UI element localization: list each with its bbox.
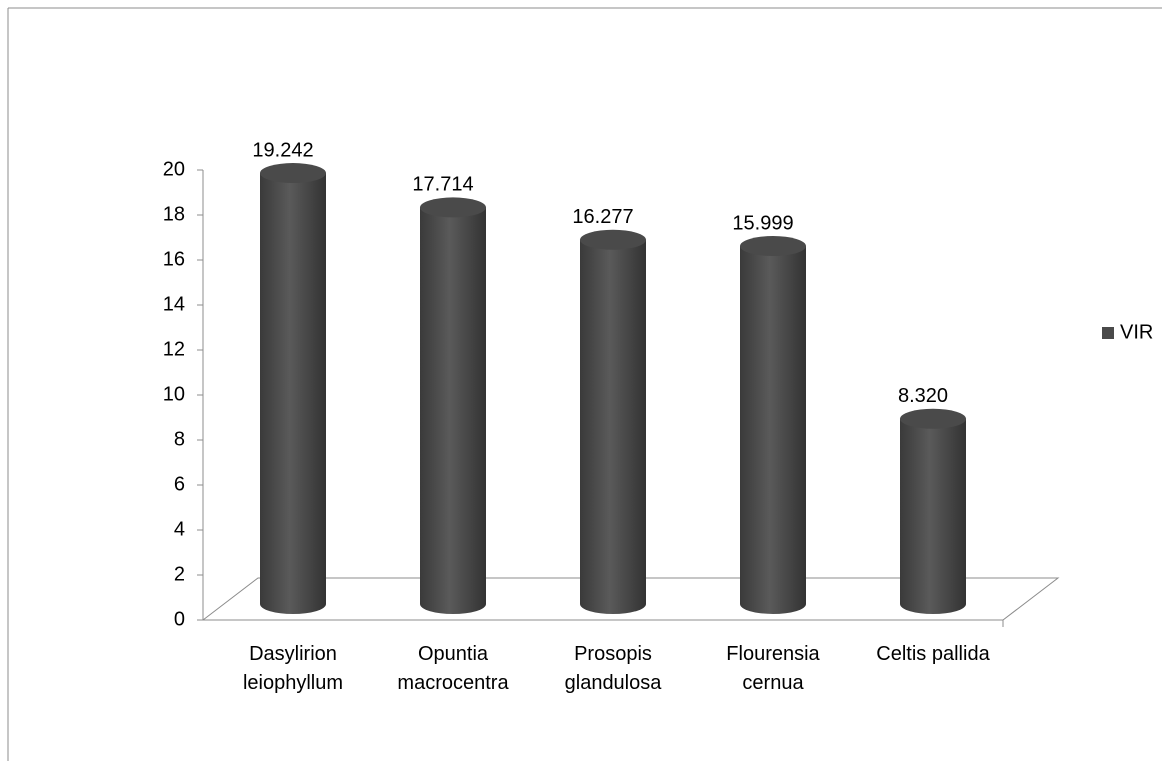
y-tick-label: 14 bbox=[163, 293, 185, 315]
y-tick-label: 4 bbox=[174, 518, 185, 540]
bar bbox=[420, 197, 486, 614]
value-label: 15.999 bbox=[732, 212, 793, 234]
value-label: 8.320 bbox=[898, 385, 948, 407]
x-tick-label: Prosopis glandulosa bbox=[564, 643, 662, 694]
y-tick-label: 6 bbox=[174, 473, 185, 495]
legend-label: VIR bbox=[1120, 321, 1153, 343]
x-tick-label: Dasylirion leiophyllum bbox=[242, 643, 344, 694]
x-tick-label: Opuntia macrocentra bbox=[397, 643, 509, 694]
legend-swatch bbox=[1102, 327, 1114, 339]
cylinder-top bbox=[900, 408, 966, 429]
bar bbox=[900, 408, 966, 614]
cylinder-body bbox=[420, 207, 486, 614]
y-tick-label: 16 bbox=[163, 248, 185, 270]
cylinder-top bbox=[740, 236, 806, 257]
cylinder-body bbox=[260, 173, 326, 614]
bar bbox=[740, 236, 806, 614]
cylinder-body bbox=[580, 239, 646, 614]
cylinder-top bbox=[580, 229, 646, 250]
y-tick-label: 20 bbox=[163, 158, 185, 180]
chart-border bbox=[7, 7, 1162, 761]
floor bbox=[201, 577, 1060, 621]
x-tick-label: Celtis pallida bbox=[876, 643, 990, 665]
value-label: 19.242 bbox=[252, 139, 313, 161]
value-label: 16.277 bbox=[572, 206, 633, 228]
cylinder-top bbox=[420, 197, 486, 218]
y-tick-label: 12 bbox=[163, 338, 185, 360]
x-tick-label: Flourensia cernua bbox=[726, 643, 820, 694]
bar bbox=[260, 163, 326, 614]
bar bbox=[580, 229, 646, 614]
cylinder-body bbox=[740, 246, 806, 614]
cylinder-top bbox=[260, 163, 326, 184]
y-tick-label: 10 bbox=[163, 383, 185, 405]
y-tick-label: 0 bbox=[174, 608, 185, 630]
y-tick-label: 18 bbox=[163, 203, 185, 225]
y-tick-label: 8 bbox=[174, 428, 185, 450]
y-tick-label: 2 bbox=[174, 563, 185, 585]
cylinder-body bbox=[900, 418, 966, 614]
value-label: 17.714 bbox=[412, 174, 473, 196]
